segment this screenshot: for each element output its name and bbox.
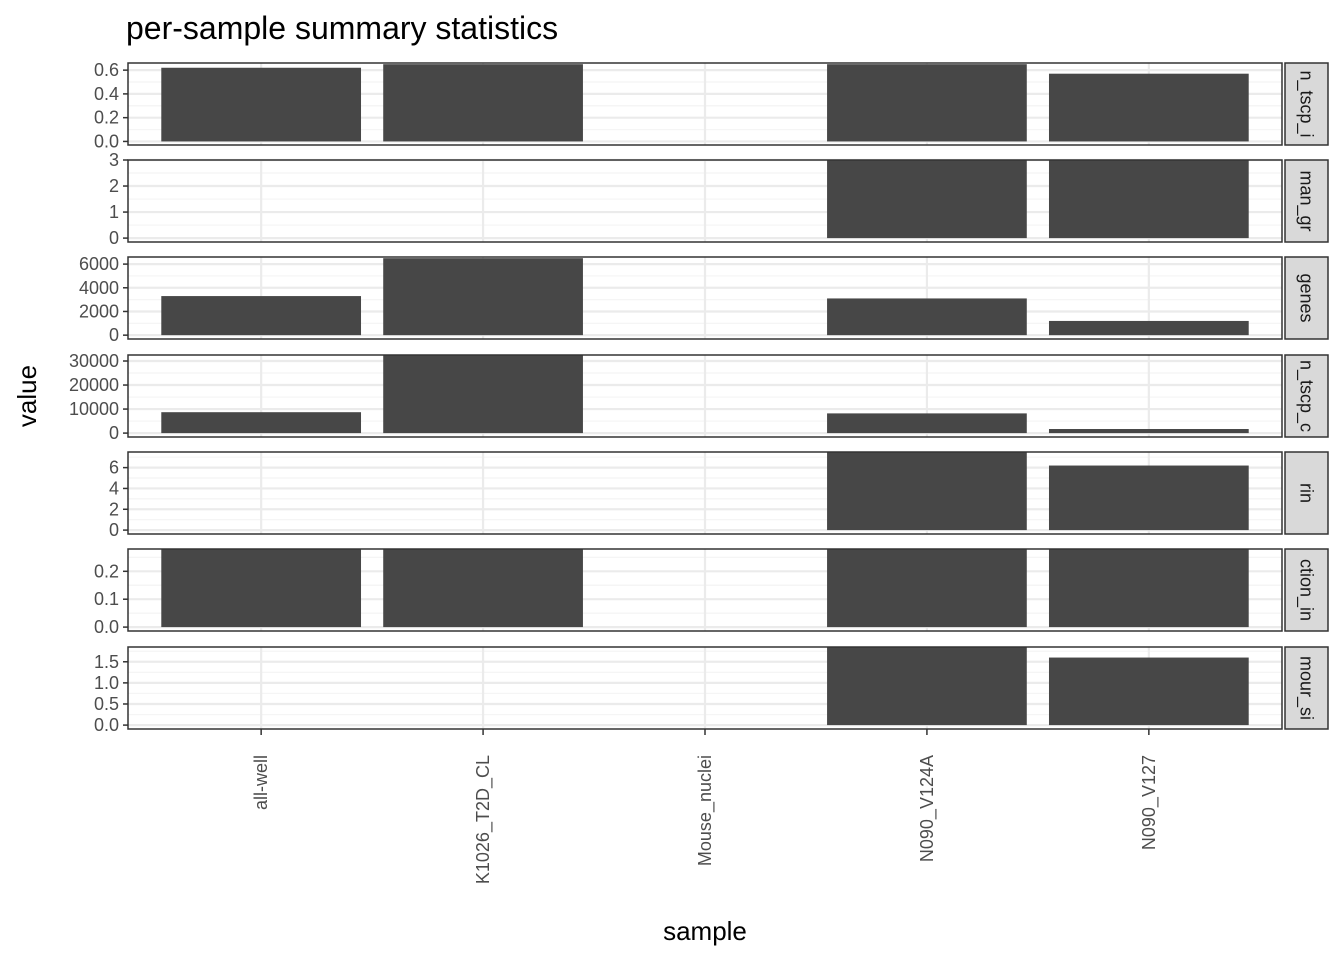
bar (161, 296, 362, 336)
facet-strip (1284, 354, 1329, 438)
x-tick-label: N090_V124A (917, 755, 938, 862)
facet-panel: 0 10000 20000 30000 n_tscp_c (69, 351, 1329, 443)
y-tick-label: 20000 (69, 375, 119, 395)
facet-strip-label: n_tscp_i (1296, 70, 1317, 137)
bar (827, 298, 1027, 336)
facet-strip-label-group: genes (1297, 273, 1317, 322)
bar (1048, 657, 1249, 726)
bar (1048, 549, 1249, 628)
facet-strip (1284, 646, 1329, 730)
y-tick-label: 6000 (79, 254, 119, 274)
y-tick-label: 0 (109, 423, 119, 443)
bar (827, 549, 1027, 628)
bar (1048, 320, 1249, 336)
y-tick-label: 2 (109, 499, 119, 519)
x-tick-label: N090_V127 (1139, 755, 1160, 850)
facet-strip-label: mour_si (1296, 656, 1317, 720)
y-tick-label: 1 (109, 202, 119, 222)
facet-panel: 0 1 2 3 man_gr (109, 150, 1329, 248)
panel-border (127, 548, 1283, 632)
y-tick-label: 2 (109, 176, 119, 196)
facet-panel: 0.00.51.01.5 mour_si (94, 646, 1329, 735)
facet-panel: 0 2000 4000 6000 genes (79, 254, 1329, 345)
y-tick-label: 0.1 (94, 589, 119, 609)
facet-strip-label-group: rin (1297, 483, 1317, 503)
facet-strip-label-group: ction_in (1296, 559, 1317, 621)
y-tick-label: 6 (109, 458, 119, 478)
facet-strip-label-group: man_gr (1296, 170, 1317, 231)
y-tick-label: 10000 (69, 399, 119, 419)
bar (1048, 160, 1249, 239)
facet-panel: 0.0 0.1 0.2 ction_in (94, 548, 1329, 637)
y-tick-label: 30000 (69, 351, 119, 371)
y-tick-label: 0 (109, 228, 119, 248)
y-tick-label: 0.0 (94, 617, 119, 637)
panel-border (127, 354, 1283, 438)
bar (1048, 73, 1249, 142)
facet-strip-label-group: mour_si (1296, 656, 1317, 720)
bar (383, 258, 583, 336)
y-tick-label: 0.0 (94, 715, 119, 735)
facet-strip-label: n_tscp_c (1296, 360, 1317, 432)
y-tick-label: 0.5 (94, 694, 119, 714)
y-tick-label: 0.4 (94, 84, 119, 104)
y-tick-label: 0.2 (94, 108, 119, 128)
y-tick-label: 3 (109, 150, 119, 170)
x-tick-label: K1026_T2D_CL (473, 755, 494, 884)
x-tick-label: all-well (251, 755, 271, 810)
panel-border (127, 159, 1283, 243)
y-tick-label: 0.0 (94, 131, 119, 151)
bar (1048, 465, 1249, 531)
bar (827, 647, 1027, 726)
facet-strip-label: ction_in (1296, 559, 1317, 621)
y-tick-label: 1.5 (94, 652, 119, 672)
y-axis-title: value (12, 365, 42, 427)
facet-strip (1284, 159, 1329, 243)
x-axis: all-well K1026_T2D_CL Mouse_nuclei N090_V12… (251, 729, 1160, 884)
bar (827, 413, 1027, 434)
chart-title: per-sample summary statistics (126, 10, 558, 46)
facet-panel: 0.0 0.2 0.4 0.6 n_tscp_i (94, 60, 1329, 151)
y-tick-label: 0 (109, 325, 119, 345)
facet-strip-label: genes (1297, 273, 1317, 322)
bar (161, 67, 362, 142)
facet-strip (1284, 451, 1329, 535)
y-tick-label: 4 (109, 478, 119, 498)
y-tick-label: 2000 (79, 301, 119, 321)
bar (161, 412, 362, 434)
y-tick-label: 4000 (79, 278, 119, 298)
bar (827, 452, 1027, 531)
bar (1048, 429, 1249, 434)
bar (383, 64, 583, 142)
facet-strip-label: man_gr (1296, 170, 1317, 231)
y-tick-label: 0.6 (94, 60, 119, 80)
facet-strip (1284, 548, 1329, 632)
bar (827, 64, 1027, 142)
panel-border (127, 451, 1283, 535)
facet-strip-label-group: n_tscp_i (1296, 70, 1317, 137)
y-tick-label: 1.0 (94, 673, 119, 693)
facet-panels: 0.0 0.2 0.4 0.6 n_tscp_i 0 1 2 3 man_gr 0 2000 4000 6… (69, 60, 1329, 735)
bar (383, 355, 583, 434)
facet-strip-label-group: n_tscp_c (1296, 360, 1317, 432)
panel-border (127, 62, 1283, 146)
facet-strip-label: rin (1297, 483, 1317, 503)
bar (827, 160, 1027, 239)
y-tick-label: 0.2 (94, 561, 119, 581)
bar (383, 549, 583, 628)
x-tick-label: Mouse_nuclei (695, 755, 716, 866)
bar (161, 549, 362, 628)
y-tick-label: 0 (109, 520, 119, 540)
panel-border (127, 256, 1283, 340)
facet-strip (1284, 256, 1329, 340)
x-axis-title: sample (663, 916, 747, 946)
facet-strip (1284, 62, 1329, 146)
